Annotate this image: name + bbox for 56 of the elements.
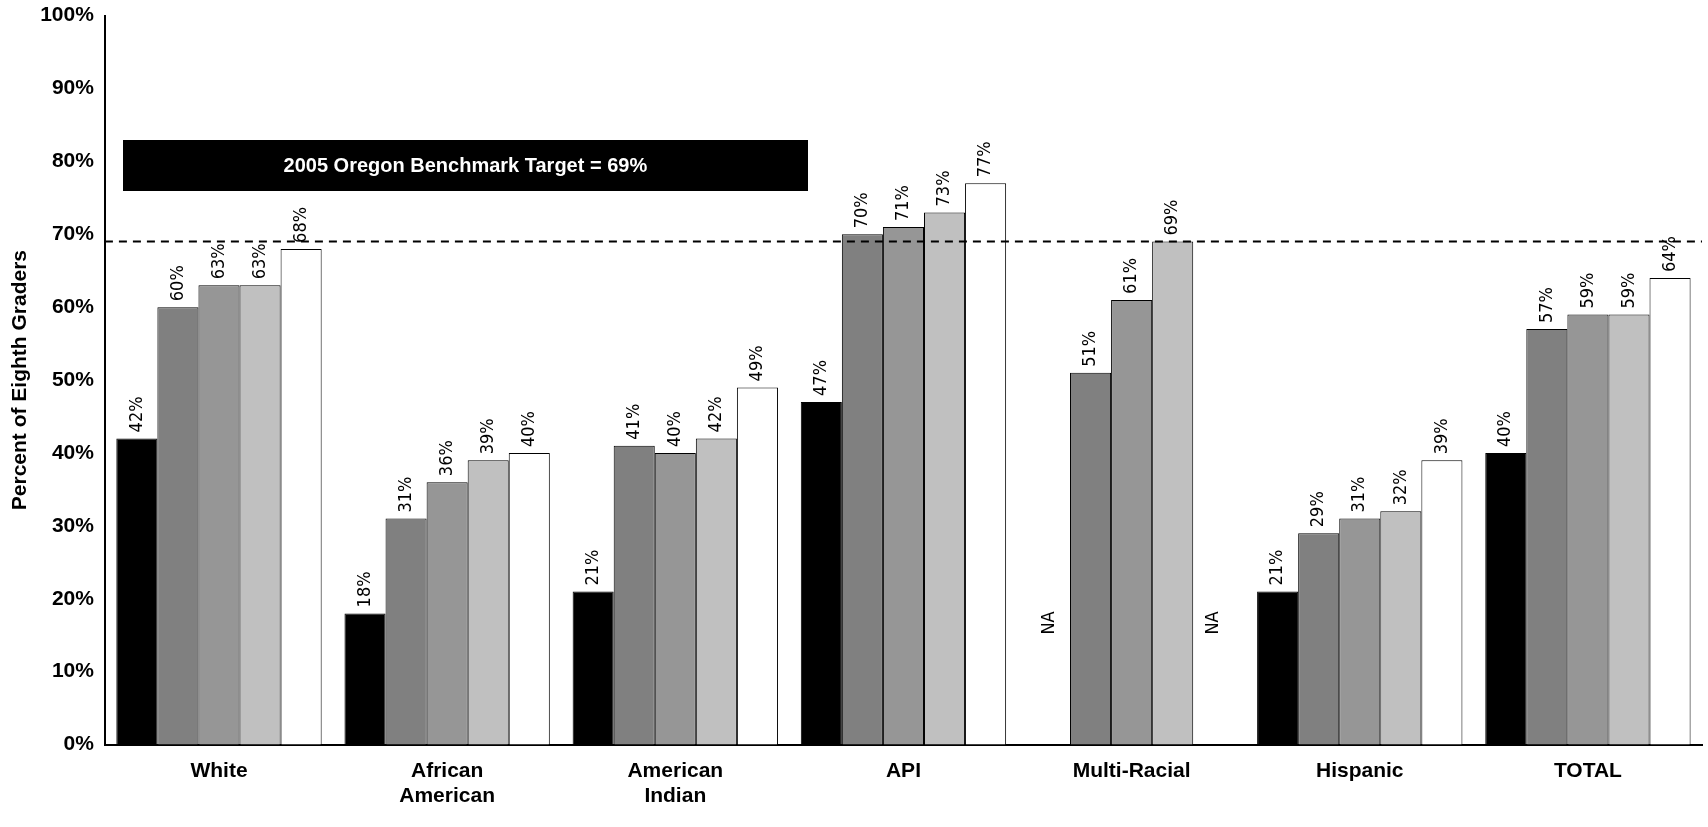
y-tick-label: 20% [51, 585, 95, 609]
data-label: 39% [1429, 418, 1451, 455]
y-tick-label: 10% [51, 658, 95, 682]
data-label: 21% [580, 549, 602, 586]
data-label: 51% [1078, 330, 1100, 367]
data-label: 49% [745, 345, 767, 382]
annotation: 2005 Oregon Benchmark Target = 69% [283, 153, 648, 177]
data-label: 70% [850, 192, 872, 229]
x-tick-label: White [190, 758, 248, 781]
x-tick-label: African American [399, 758, 495, 807]
y-tick-label: 50% [51, 366, 95, 390]
data-label: 39% [475, 418, 497, 455]
x-tick-label: Multi-Racial [1072, 758, 1191, 781]
data-label: 60% [165, 265, 187, 302]
data-label: 18% [352, 571, 374, 608]
data-label: 47% [808, 359, 830, 396]
data-label: 32% [1388, 469, 1410, 506]
data-label: 71% [891, 185, 913, 222]
data-label: 59% [1616, 272, 1638, 309]
data-label: 31% [1347, 476, 1369, 513]
data-label: 59% [1575, 272, 1597, 309]
data-label: 21% [1265, 549, 1287, 586]
data-label: 40% [1493, 411, 1515, 447]
x-tick-label: TOTAL [1553, 758, 1623, 781]
y-tick-label: 80% [51, 148, 95, 172]
y-axis-title: Percent of Eighth Graders [7, 249, 31, 511]
data-label: 63% [247, 243, 269, 280]
data-label: 36% [434, 440, 456, 477]
data-label: 42% [124, 396, 146, 433]
data-label: 57% [1534, 287, 1556, 324]
y-tick-label: 70% [51, 221, 95, 245]
data-label: 61% [1119, 257, 1141, 294]
data-label: 40% [516, 411, 538, 447]
x-tick-label: American Indian [627, 758, 724, 807]
data-label: 69% [1160, 199, 1182, 236]
data-label: 41% [621, 403, 643, 440]
text: NA [1201, 611, 1223, 635]
text: NA [1037, 611, 1059, 635]
y-tick-label: 100% [40, 2, 95, 26]
data-label: 31% [393, 476, 415, 513]
y-tick-label: 30% [51, 512, 95, 536]
y-tick-label: 0% [63, 731, 95, 755]
text-box: 2005 Oregon Benchmark Target = 69% [123, 139, 808, 191]
data-label: 64% [1657, 236, 1679, 273]
data-label: 68% [288, 206, 310, 243]
data-label: 73% [932, 170, 954, 207]
data-label: 42% [704, 396, 726, 433]
data-label: 63% [206, 243, 228, 280]
data-label: 29% [1306, 491, 1328, 528]
y-tick-label: 40% [51, 439, 95, 463]
y-tick-label: 60% [51, 294, 95, 317]
y-tick-label: 90% [51, 75, 95, 99]
data-label: 77% [973, 141, 995, 178]
x-tick-label: Hispanic [1316, 758, 1404, 781]
x-tick-label: API [885, 758, 921, 781]
data-label: 40% [662, 411, 684, 447]
